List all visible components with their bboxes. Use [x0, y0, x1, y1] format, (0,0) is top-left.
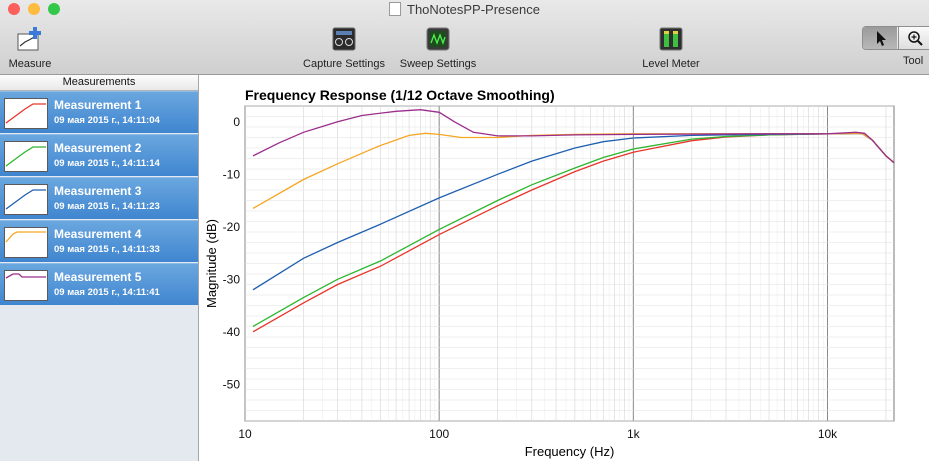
- capture-settings-button[interactable]: Capture Settings: [298, 26, 390, 70]
- x-tick-label: 100: [429, 427, 449, 441]
- y-tick-label: 0: [233, 115, 240, 129]
- audio-interface-icon: [332, 27, 356, 51]
- measurement-date: 09 мая 2015 г., 14:11:23: [54, 201, 160, 212]
- window-title-text: ThoNotesPP-Presence: [407, 2, 540, 17]
- close-window-button[interactable]: [8, 3, 20, 15]
- pointer-tool-button[interactable]: [863, 27, 897, 49]
- measurement-name: Measurement 1: [54, 98, 142, 112]
- tool-selector[interactable]: [862, 26, 929, 50]
- zoom-in-icon: [908, 31, 923, 46]
- series-line-5: [252, 109, 895, 164]
- measurement-date: 09 мая 2015 г., 14:11:14: [54, 158, 160, 169]
- tool-label: Tool: [903, 55, 924, 67]
- measurement-date: 09 мая 2015 г., 14:11:04: [54, 115, 160, 126]
- zoom-window-button[interactable]: [48, 3, 60, 15]
- measure-button[interactable]: Measure: [6, 26, 54, 70]
- y-tick-label: -20: [223, 220, 241, 234]
- measurement-item[interactable]: Measurement 3 09 мая 2015 г., 14:11:23: [0, 177, 198, 219]
- measurement-thumbnail: [4, 98, 48, 129]
- measurement-name: Measurement 3: [54, 184, 142, 198]
- frequency-response-chart[interactable]: 0 -10 -20 -30 -40 -50 10 100 1k 10k Frequency Resp…: [199, 75, 929, 461]
- measurement-item[interactable]: Measurement 2 09 мая 2015 г., 14:11:14: [0, 134, 198, 176]
- level-meter-button[interactable]: Level Meter: [636, 26, 706, 70]
- y-tick-label: -40: [223, 325, 241, 339]
- level-meter-icon: [659, 27, 683, 51]
- minimize-window-button[interactable]: [28, 3, 40, 15]
- title-bar: ThoNotesPP-Presence Measure Capture Sett…: [0, 0, 929, 75]
- measurements-sidebar: Measurements Measurement 1 09 мая 2015 г.…: [0, 75, 199, 461]
- zoom-tool-button[interactable]: [898, 27, 929, 49]
- x-tick-label: 10k: [818, 427, 838, 441]
- x-axis-label: Frequency (Hz): [525, 444, 615, 459]
- document-icon: [389, 2, 402, 16]
- y-tick-label: -10: [223, 167, 241, 181]
- measurement-item[interactable]: Measurement 1 09 мая 2015 г., 14:11:04: [0, 91, 198, 133]
- y-tick-label: -30: [223, 272, 241, 286]
- x-tick-label: 10: [238, 427, 252, 441]
- chart-title: Frequency Response (1/12 Octave Smoothin…: [245, 87, 555, 103]
- measure-plus-icon: [17, 27, 41, 51]
- measurement-thumbnail: [4, 227, 48, 258]
- capture-settings-label: Capture Settings: [303, 58, 385, 70]
- y-axis-label: Magnitude (dB): [204, 219, 219, 308]
- measurement-name: Measurement 5: [54, 270, 142, 284]
- measurement-item[interactable]: Measurement 5 09 мая 2015 г., 14:11:41: [0, 263, 198, 305]
- measurements-list: Measurement 1 09 мая 2015 г., 14:11:04 Mea…: [0, 91, 198, 305]
- measurement-name: Measurement 2: [54, 141, 142, 155]
- y-tick-label: -50: [223, 377, 241, 391]
- measurement-date: 09 мая 2015 г., 14:11:41: [54, 287, 160, 298]
- x-tick-label: 1k: [627, 427, 641, 441]
- oscilloscope-icon: [426, 27, 450, 51]
- measure-label: Measure: [8, 58, 52, 70]
- measurement-name: Measurement 4: [54, 227, 142, 241]
- sweep-settings-button[interactable]: Sweep Settings: [396, 26, 480, 70]
- measurement-date: 09 мая 2015 г., 14:11:33: [54, 244, 160, 255]
- measurement-item[interactable]: Measurement 4 09 мая 2015 г., 14:11:33: [0, 220, 198, 262]
- level-meter-label: Level Meter: [642, 58, 700, 70]
- measurement-thumbnail: [4, 184, 48, 215]
- pointer-icon: [877, 31, 886, 46]
- measurement-thumbnail: [4, 141, 48, 172]
- measurement-thumbnail: [4, 270, 48, 301]
- window-title: ThoNotesPP-Presence: [0, 2, 929, 17]
- chart-panel: 0 -10 -20 -30 -40 -50 10 100 1k 10k Frequency Resp…: [199, 75, 929, 461]
- sweep-settings-label: Sweep Settings: [399, 58, 477, 70]
- sidebar-header: Measurements: [0, 75, 198, 91]
